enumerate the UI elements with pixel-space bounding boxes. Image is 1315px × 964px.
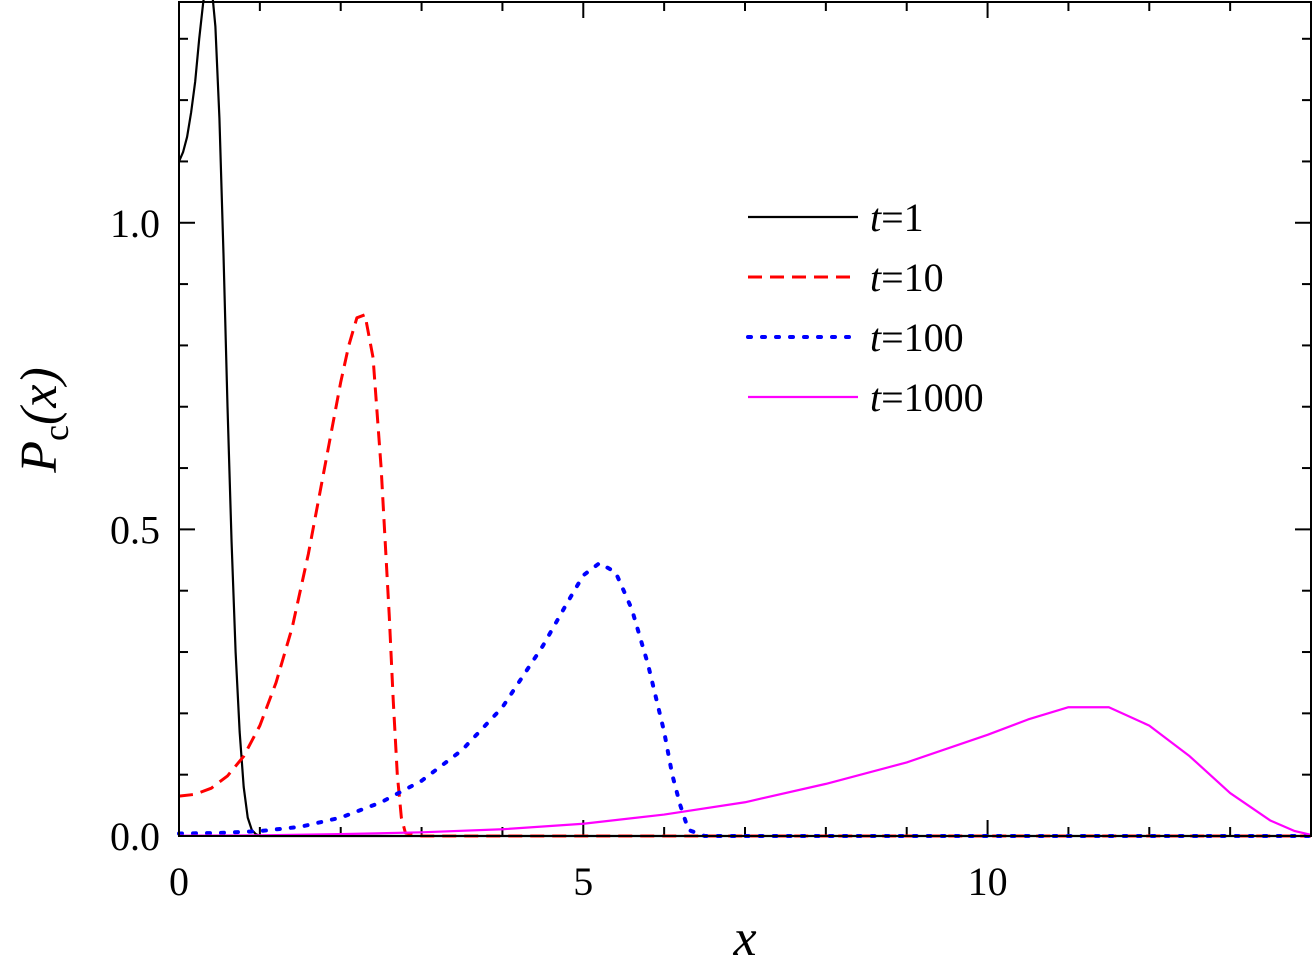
plot-frame	[178, 1, 1312, 837]
x-axis-title: x	[732, 910, 756, 964]
y-axis-title-arg: (x)	[11, 367, 68, 425]
y-tick-label: 0.5	[110, 507, 160, 552]
svg-text:Pc(x): Pc(x)	[11, 367, 76, 473]
y-tick-label: 1.0	[110, 201, 160, 246]
tick-labels: 0 5 10 0.0 0.5 1.0	[110, 201, 1008, 904]
series-line-2	[178, 313, 1311, 838]
legend-label-1: t=1	[870, 195, 924, 240]
legend: t=1 t=10 t=100 t=1000	[746, 195, 984, 420]
series-line-4	[178, 706, 1312, 837]
y-tick-label: 0.0	[110, 814, 160, 859]
legend-label-2: t=10	[870, 255, 944, 300]
y-axis-title-sub: c	[36, 425, 76, 441]
series-layer	[177, 0, 1313, 838]
series-line-3	[177, 561, 1313, 838]
x-tick-label: 10	[968, 859, 1008, 904]
y-axis-title: Pc(x)	[11, 367, 76, 473]
series-line-1	[177, 0, 1311, 838]
x-tick-label: 5	[573, 859, 593, 904]
x-tick-label: 0	[169, 859, 189, 904]
legend-label-4: t=1000	[870, 375, 984, 420]
legend-label-3: t=100	[870, 315, 964, 360]
axis-ticks	[178, 2, 1312, 837]
y-axis-title-main: P	[11, 441, 68, 474]
